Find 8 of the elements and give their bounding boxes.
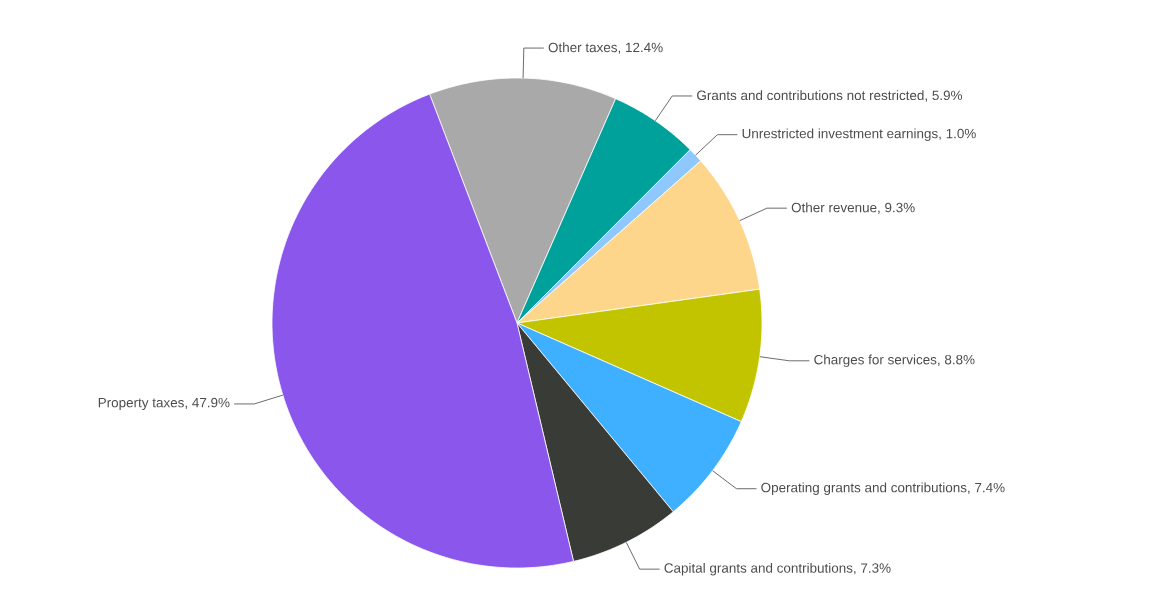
slice-label: Other revenue, 9.3% bbox=[791, 202, 915, 214]
slice-label: Operating grants and contributions, 7.4% bbox=[761, 482, 1005, 495]
slice-label: Property taxes, 47.9% bbox=[98, 397, 230, 411]
slice-label: Unrestricted investment earnings, 1.0% bbox=[742, 128, 976, 141]
slice-label: Capital grants and contributions, 7.3% bbox=[664, 562, 891, 576]
slice-label: Charges for services, 8.8% bbox=[814, 354, 975, 368]
slice-label: Grants and contributions not restricted, 5.9% bbox=[697, 90, 963, 102]
slice-label: Other taxes, 12.4% bbox=[548, 42, 663, 54]
